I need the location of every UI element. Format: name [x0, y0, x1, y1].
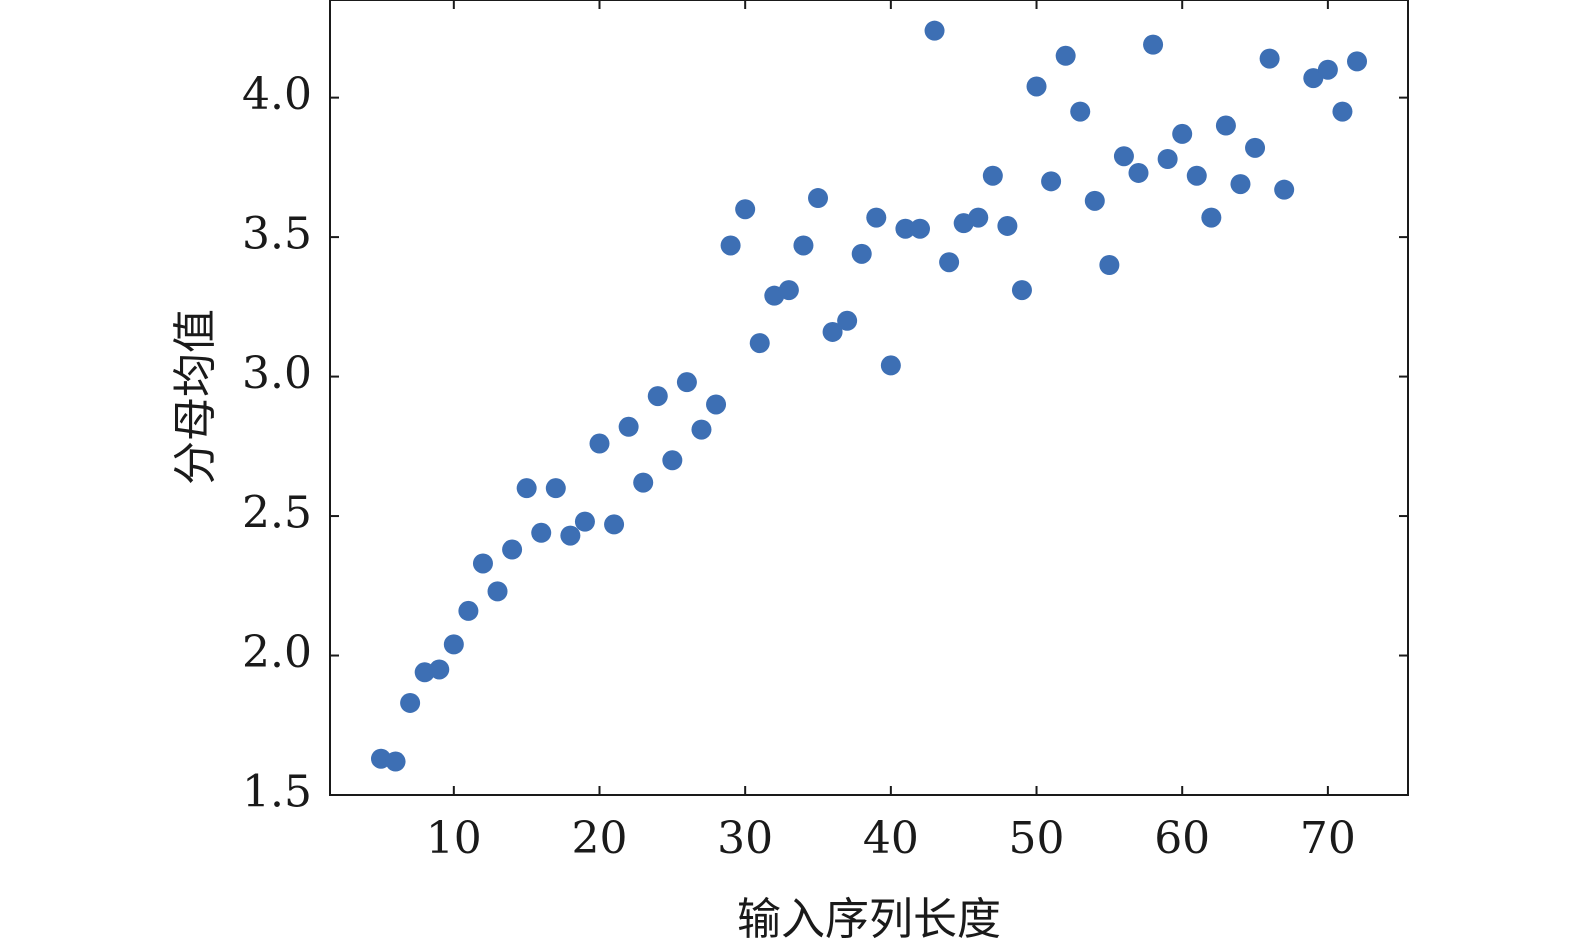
data-point [691, 419, 712, 440]
data-point [735, 199, 756, 220]
data-point [1245, 137, 1266, 158]
y-tick-label: 3.0 [242, 348, 312, 399]
y-axis-title: 分母均值 [170, 309, 221, 485]
data-point [1011, 280, 1032, 301]
data-point [633, 472, 654, 493]
data-points [370, 20, 1368, 772]
data-point [909, 218, 930, 239]
data-point [574, 511, 595, 532]
data-point [1215, 115, 1236, 136]
x-tick-label: 70 [1300, 813, 1356, 864]
data-point [516, 478, 537, 499]
data-point [822, 321, 843, 342]
data-point [1070, 101, 1091, 122]
data-point [778, 280, 799, 301]
data-point [982, 165, 1003, 186]
data-point [472, 553, 493, 574]
data-point [749, 333, 770, 354]
data-point [589, 433, 610, 454]
data-point [676, 372, 697, 393]
data-point [866, 207, 887, 228]
data-point [997, 215, 1018, 236]
data-point [1317, 59, 1338, 80]
data-point [545, 478, 566, 499]
data-point [531, 522, 552, 543]
data-point [429, 659, 450, 680]
data-point [1084, 190, 1105, 211]
data-point [1099, 255, 1120, 275]
x-tick-label: 20 [572, 813, 628, 864]
data-point [400, 692, 421, 713]
data-point [1157, 149, 1178, 169]
data-point [1186, 165, 1207, 186]
data-point [1332, 101, 1353, 122]
data-point [837, 310, 858, 331]
data-point [939, 252, 960, 273]
data-point [487, 581, 508, 602]
data-point [851, 243, 872, 264]
data-point [502, 539, 523, 560]
y-tick-label: 2.5 [242, 488, 312, 539]
data-point [604, 514, 625, 535]
x-tick-label: 10 [426, 813, 482, 864]
data-point [1143, 34, 1164, 55]
data-point [560, 525, 581, 546]
data-point [793, 235, 814, 256]
data-point [662, 450, 683, 471]
data-point [706, 394, 727, 415]
data-point [924, 20, 945, 41]
data-point [895, 218, 916, 239]
data-point [808, 188, 829, 209]
data-point [720, 235, 741, 256]
data-point [968, 207, 989, 228]
x-tick-label: 60 [1154, 813, 1210, 864]
data-point [1055, 45, 1076, 66]
data-point [1303, 68, 1324, 89]
data-point [1113, 146, 1134, 167]
data-point [443, 634, 464, 655]
data-point [1041, 171, 1062, 192]
data-point [458, 600, 479, 621]
data-point [1347, 51, 1368, 72]
y-tick-label: 1.5 [242, 767, 312, 818]
y-tick-label: 3.5 [242, 209, 312, 260]
data-point [647, 386, 668, 407]
x-tick-label: 30 [717, 813, 773, 864]
y-tick-label: 2.0 [242, 627, 312, 678]
axis-ticks: 10 20 30 40 50 60 70 1.5 2.0 2.5 3.0 3.5 4.0 [242, 0, 1408, 864]
data-point [1172, 123, 1193, 144]
data-point [1259, 48, 1280, 69]
data-point [880, 355, 901, 376]
x-tick-label: 40 [863, 813, 919, 864]
x-tick-label: 50 [1009, 813, 1065, 864]
data-point [1026, 76, 1047, 97]
y-tick-label: 4.0 [242, 69, 312, 120]
data-point [1274, 179, 1295, 200]
plot-frame [329, 0, 1409, 796]
data-point [1128, 162, 1149, 183]
data-point [385, 751, 406, 772]
data-point [1201, 207, 1222, 228]
data-point [618, 416, 639, 437]
x-axis-title: 输入序列长度 [737, 894, 1001, 945]
data-point [1230, 174, 1251, 195]
